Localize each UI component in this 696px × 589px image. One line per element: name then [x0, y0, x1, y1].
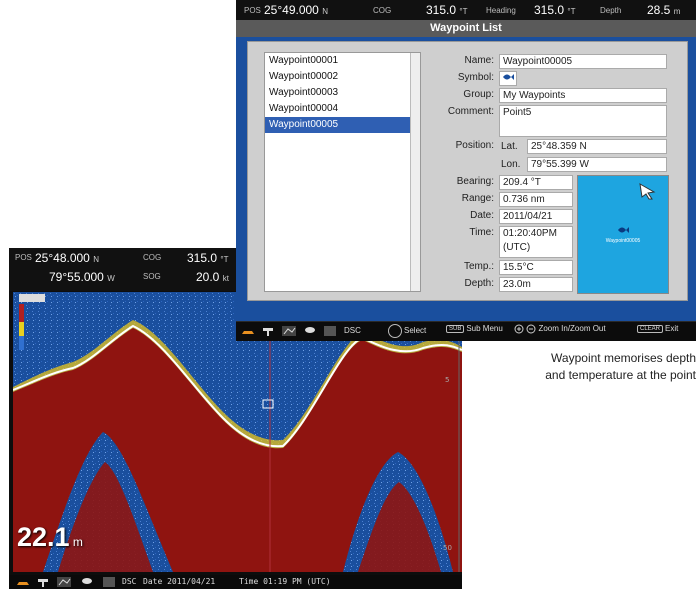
- sonar-mode-icon[interactable]: [282, 326, 296, 336]
- position-label: Position:: [455, 140, 494, 151]
- waypoint-footer: DSC Select SUB Sub Menu Zoom In/Zoom Out …: [236, 322, 696, 341]
- grey-box-icon: [103, 577, 115, 587]
- lat-label: Lat.: [501, 141, 518, 152]
- waypoint-mini-map[interactable]: Waypoint00005: [577, 175, 669, 294]
- waypoint-window: POS 25°49.000 N COG 315.0 °T Heading 315…: [236, 0, 696, 341]
- boat-icon[interactable]: [17, 577, 29, 587]
- caption: Waypoint memorises depth and temperature…: [466, 350, 696, 384]
- submenu-button[interactable]: SUB Sub Menu: [446, 324, 503, 333]
- waypoint-flag-icon[interactable]: [262, 399, 274, 409]
- waypoint-symbol-icon: [618, 227, 629, 233]
- window-title: Waypoint List: [236, 20, 696, 37]
- header-heading-value: 315.0 °T: [534, 3, 576, 17]
- dsc-label[interactable]: DSC: [344, 326, 361, 335]
- list-item[interactable]: Waypoint00004: [269, 103, 339, 114]
- symbol-field[interactable]: [499, 71, 517, 86]
- map-waypoint-label: Waypoint00005: [605, 238, 641, 244]
- comment-label: Comment:: [447, 106, 494, 117]
- depth-field: 23.0m: [499, 277, 573, 292]
- cog-value: 315.0 °T: [187, 251, 229, 265]
- sonar-footer: DSC Date 2011/04/21 Time 01:19 PM (UTC): [9, 575, 462, 589]
- svg-text:50: 50: [443, 544, 452, 552]
- weather-icon[interactable]: [81, 577, 93, 587]
- svg-text:5: 5: [445, 376, 449, 384]
- boat-icon[interactable]: [242, 326, 254, 336]
- sog-value: 20.0 kt: [196, 270, 229, 284]
- date-label: Date:: [470, 210, 494, 221]
- dial-icon: [388, 324, 402, 338]
- lon-label: Lon.: [501, 159, 521, 170]
- zoom-out-icon: [526, 324, 536, 334]
- temp-field: 15.5°C: [499, 260, 573, 275]
- comment-field[interactable]: Point5: [499, 105, 667, 137]
- name-field[interactable]: Waypoint00005: [499, 54, 667, 69]
- exit-button[interactable]: CLEAR Exit: [637, 324, 678, 333]
- cursor-arrow-icon: [639, 183, 656, 200]
- waypoint-panel: Waypoint00001 Waypoint00002 Waypoint0000…: [247, 41, 688, 301]
- waypoint-header: POS 25°49.000 N COG 315.0 °T Heading 315…: [236, 0, 696, 20]
- lat-value: 25°48.000 N: [35, 251, 99, 265]
- footer-date: Date 2011/04/21: [143, 577, 216, 586]
- fish-icon[interactable]: [37, 577, 49, 587]
- bottom-line: [13, 324, 462, 448]
- depth-label: Depth:: [464, 278, 494, 289]
- select-button[interactable]: Select: [388, 324, 426, 338]
- list-item[interactable]: Waypoint00003: [269, 87, 339, 98]
- fish-icon[interactable]: [262, 326, 274, 336]
- cog-label: COG: [143, 253, 162, 262]
- list-item-selected[interactable]: Waypoint00005: [265, 117, 420, 133]
- zoom-button[interactable]: Zoom In/Zoom Out: [514, 324, 606, 334]
- sonar-mode-icon[interactable]: [57, 577, 71, 587]
- group-label: Group:: [463, 89, 494, 100]
- bearing-field: 209.4 °T: [499, 175, 573, 190]
- date-field: 2011/04/21: [499, 209, 573, 224]
- header-pos-value: 25°49.000 N: [264, 3, 328, 17]
- deep-layer: [43, 432, 453, 572]
- caption-line-2: and temperature at the point: [545, 368, 696, 382]
- time-field: 01:20:40PM (UTC): [499, 226, 573, 258]
- lon-field[interactable]: 79°55.399 W: [527, 157, 667, 172]
- name-label: Name:: [464, 55, 494, 66]
- caption-line-1: Waypoint memorises depth: [551, 351, 696, 365]
- zoom-in-icon: [514, 324, 524, 334]
- waypoint-list[interactable]: Waypoint00001 Waypoint00002 Waypoint0000…: [264, 52, 421, 292]
- footer-time: Time 01:19 PM (UTC): [239, 577, 331, 586]
- symbol-label: Symbol:: [457, 72, 494, 83]
- depth-readout: 22.1 m: [17, 522, 83, 552]
- range-field: 0.736 nm: [499, 192, 573, 207]
- time-label: Time:: [469, 227, 494, 238]
- list-item[interactable]: Waypoint00001: [269, 55, 339, 66]
- mode-icon[interactable]: [19, 294, 45, 302]
- group-field[interactable]: My Waypoints: [499, 88, 667, 103]
- lon-value: 79°55.000 W: [49, 270, 115, 284]
- grey-box-icon: [324, 326, 336, 336]
- list-item[interactable]: Waypoint00002: [269, 71, 339, 82]
- temp-label: Temp.:: [463, 261, 494, 272]
- weather-icon[interactable]: [304, 326, 316, 336]
- list-scrollbar[interactable]: [410, 53, 420, 291]
- fish-symbol-icon: [503, 74, 514, 80]
- header-depth-value: 28.5 m: [647, 3, 681, 17]
- range-label: Range:: [461, 193, 494, 204]
- bearing-label: Bearing:: [456, 176, 494, 187]
- dsc-label[interactable]: DSC: [122, 577, 137, 586]
- header-cog-value: 315.0 °T: [426, 3, 468, 17]
- sog-label: SOG: [143, 272, 161, 281]
- lat-field[interactable]: 25°48.359 N: [527, 139, 667, 154]
- second-echo: [58, 462, 441, 572]
- pos-label: POS: [15, 253, 32, 262]
